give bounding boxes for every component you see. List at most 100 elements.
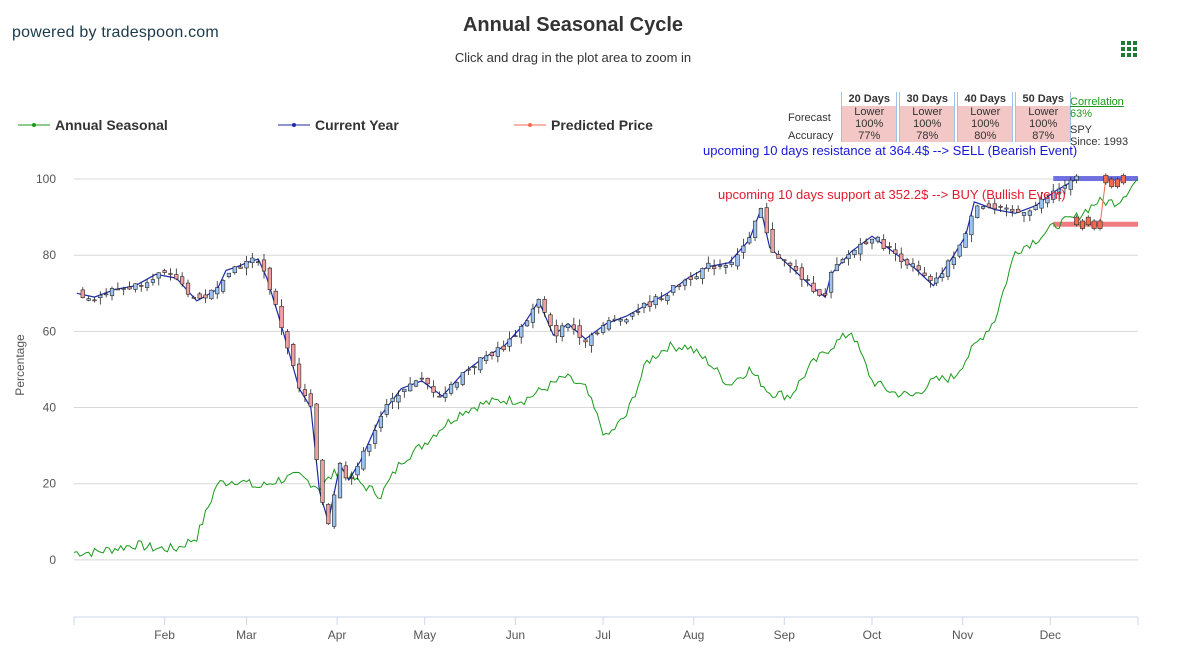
candle xyxy=(489,351,495,360)
candle-body xyxy=(624,319,629,323)
candle xyxy=(285,329,290,355)
candle xyxy=(1033,201,1038,211)
legend-item-predicted-price[interactable]: Predicted Price xyxy=(514,117,653,133)
candle-body xyxy=(478,357,483,371)
candle-body xyxy=(1068,179,1073,190)
candle-body xyxy=(326,504,331,525)
candle-body xyxy=(717,265,723,267)
candle-body xyxy=(86,298,91,301)
candle-body xyxy=(314,403,319,460)
x-tick-label: May xyxy=(413,628,436,642)
candle-body xyxy=(448,384,454,394)
brand-text[interactable]: powered by tradespoon.com xyxy=(12,24,219,41)
candle-body xyxy=(688,276,693,280)
legend-item-current-year[interactable]: Current Year xyxy=(278,117,399,133)
candle-body xyxy=(951,257,956,265)
candle xyxy=(308,389,313,407)
candle xyxy=(261,253,267,279)
candle xyxy=(302,383,308,403)
candle xyxy=(904,257,910,269)
series-lines xyxy=(73,178,1139,558)
candle-body xyxy=(261,259,267,272)
correlation-link[interactable]: Correlation xyxy=(1070,96,1124,108)
legend-line-icon xyxy=(514,123,546,127)
candle-body xyxy=(840,259,845,263)
candle xyxy=(747,231,752,245)
candle xyxy=(133,283,138,293)
forecast-header: 40 Days xyxy=(957,92,1014,106)
candle-body xyxy=(612,318,617,321)
forecast-row-label: Forecast xyxy=(786,106,840,130)
candle xyxy=(86,296,91,302)
candle-body xyxy=(443,393,448,398)
candle-body xyxy=(969,215,974,236)
candle xyxy=(484,350,489,364)
candle-body xyxy=(788,262,793,266)
chart-title: Annual Seasonal Cycle xyxy=(462,14,684,36)
candle-body xyxy=(349,477,354,480)
candle-body xyxy=(600,325,606,333)
gridlines xyxy=(74,178,1138,561)
candle-body xyxy=(1021,212,1027,216)
candle xyxy=(852,249,857,258)
candle-body xyxy=(782,259,787,261)
candle-body xyxy=(343,465,348,479)
candle-body xyxy=(384,404,389,415)
candle xyxy=(606,316,612,331)
y-tick-label: 100 xyxy=(36,172,56,186)
candle xyxy=(250,252,255,269)
candle-body xyxy=(437,395,442,398)
candle-body xyxy=(1109,178,1115,187)
candle xyxy=(1051,183,1056,204)
candle xyxy=(144,278,150,291)
candle xyxy=(910,258,916,272)
legend-item-annual-seasonal[interactable]: Annual Seasonal xyxy=(18,117,168,133)
candle xyxy=(595,330,600,336)
y-tick-label: 80 xyxy=(43,248,57,262)
candle-body xyxy=(203,294,208,299)
candle-body xyxy=(671,285,676,293)
candle xyxy=(320,458,325,506)
candle-body xyxy=(565,323,571,329)
candle-body xyxy=(647,301,652,307)
support-annotation: upcoming 10 days support at 352.2$ --> B… xyxy=(718,187,1066,202)
candle-body xyxy=(630,313,635,317)
candle-body xyxy=(337,462,343,499)
candle xyxy=(805,275,810,287)
forecast-cell: 80% xyxy=(957,130,1014,142)
forecast-cell: 87% xyxy=(1015,130,1072,142)
forecast-cell: 77% xyxy=(841,130,898,142)
candle-body xyxy=(513,335,518,338)
candle xyxy=(238,263,243,269)
candle-body xyxy=(460,372,465,385)
candle xyxy=(764,202,769,235)
correlation-symbol: SPY xyxy=(1070,124,1093,136)
candle-body xyxy=(934,277,939,284)
candle xyxy=(431,380,436,398)
candle xyxy=(723,262,728,275)
candle-body xyxy=(1103,174,1109,184)
candle-body xyxy=(747,237,752,244)
candle xyxy=(326,503,331,525)
candle xyxy=(1016,205,1021,214)
x-tick-label: Dec xyxy=(1040,628,1061,642)
candle-body xyxy=(1074,175,1079,181)
candle xyxy=(963,231,968,248)
candle xyxy=(688,271,693,286)
candle-body xyxy=(168,273,173,275)
y-tick-label: 20 xyxy=(43,477,57,491)
candle-body xyxy=(665,295,670,302)
candle-body xyxy=(729,262,734,265)
candle-body xyxy=(80,289,85,298)
forecast-cell: 78% xyxy=(899,130,956,142)
grid-menu-icon[interactable] xyxy=(1121,41,1139,59)
candle-body xyxy=(238,266,243,269)
candle xyxy=(969,212,974,243)
candle xyxy=(682,278,688,291)
candle xyxy=(817,289,822,297)
candle xyxy=(735,248,740,270)
candle xyxy=(478,357,483,374)
candle xyxy=(209,289,214,300)
candle xyxy=(343,461,348,481)
